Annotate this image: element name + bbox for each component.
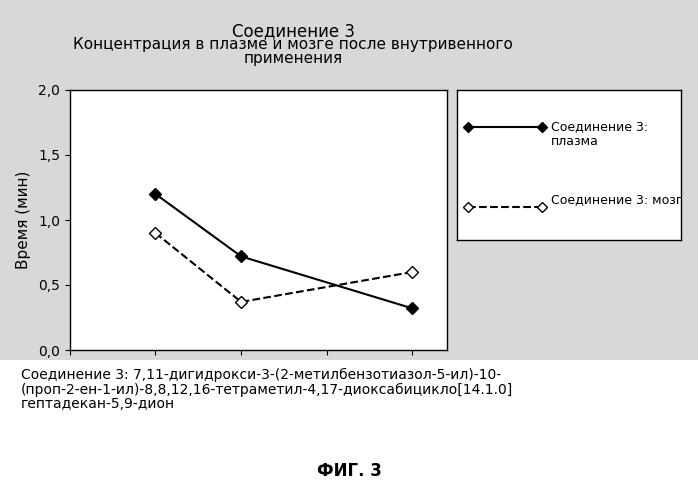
Text: Соединение 3: 7,11-дигидрокси-3-(2-метилбензотиазол-5-ил)-10-: Соединение 3: 7,11-дигидрокси-3-(2-метил… <box>21 368 501 382</box>
Text: применения: применения <box>244 52 343 66</box>
Text: Соединение 3:
плазма: Соединение 3: плазма <box>551 120 648 148</box>
Text: гептадекан-5,9-дион: гептадекан-5,9-дион <box>21 398 175 411</box>
Text: Концентрация в плазме и мозге после внутривенного: Концентрация в плазме и мозге после внут… <box>73 38 513 52</box>
X-axis label: Концентрация (мкг/мл): Концентрация (мкг/мл) <box>163 382 353 397</box>
Y-axis label: Время (мин): Время (мин) <box>16 171 31 269</box>
Text: ФИГ. 3: ФИГ. 3 <box>317 462 381 480</box>
Text: Соединение 3: Соединение 3 <box>232 22 355 40</box>
Text: Соединение 3: мозг: Соединение 3: мозг <box>551 193 683 206</box>
Text: (проп-2-ен-1-ил)-8,8,12,16-тетраметил-4,17-диоксабицикло[14.1.0]: (проп-2-ен-1-ил)-8,8,12,16-тетраметил-4,… <box>21 382 513 396</box>
